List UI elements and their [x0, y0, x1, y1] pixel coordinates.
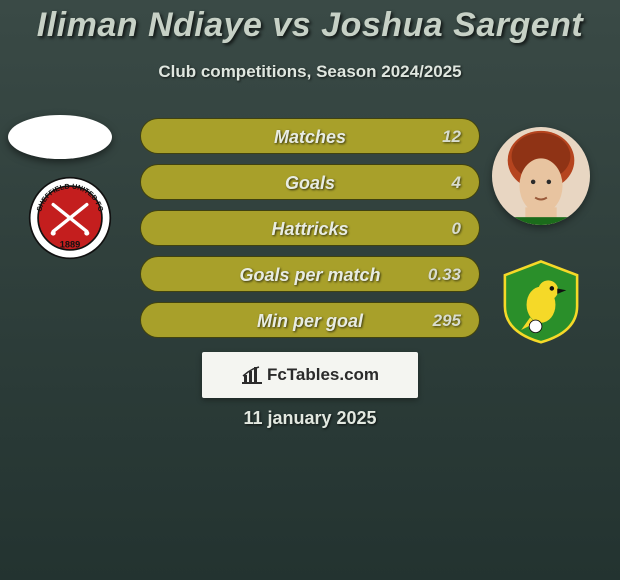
source-watermark: FcTables.com: [202, 352, 418, 398]
stats-bars: Matches12 Goals4 Hattricks0 Goals per match…: [140, 118, 480, 348]
stat-bar-value: 4: [452, 165, 461, 199]
player2-avatar: [492, 127, 590, 225]
player2-club-crest: [498, 258, 584, 344]
stat-bar: Matches12: [140, 118, 480, 154]
player1-avatar: [8, 115, 112, 159]
stat-bar-label: Matches: [141, 119, 479, 153]
stat-bar-label: Hattricks: [141, 211, 479, 245]
bar-chart-icon: [241, 366, 263, 384]
stat-bar: Min per goal295: [140, 302, 480, 338]
stat-bar-value: 0: [452, 211, 461, 245]
stat-bar: Goals per match0.33: [140, 256, 480, 292]
stat-bar-value: 0.33: [428, 257, 461, 291]
player1-club-crest: 1889 SHEFFIELD UNITED FC: [28, 176, 112, 260]
club-year: 1889: [60, 239, 81, 249]
stat-bar-value: 12: [442, 119, 461, 153]
comparison-card: Iliman Ndiaye vs Joshua Sargent Club com…: [0, 0, 620, 580]
watermark-text: FcTables.com: [267, 365, 379, 385]
comparison-subtitle: Club competitions, Season 2024/2025: [0, 62, 620, 82]
snapshot-date: 11 january 2025: [0, 408, 620, 429]
stat-bar: Goals4: [140, 164, 480, 200]
stat-bar-label: Goals: [141, 165, 479, 199]
stat-bar: Hattricks0: [140, 210, 480, 246]
stat-bar-label: Min per goal: [141, 303, 479, 337]
stat-bar-value: 295: [433, 303, 461, 337]
comparison-title: Iliman Ndiaye vs Joshua Sargent: [0, 6, 620, 45]
